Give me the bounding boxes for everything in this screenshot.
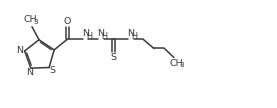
Text: H: H [101,32,107,41]
Text: N: N [127,29,134,38]
Text: 3: 3 [34,19,38,25]
Text: N: N [26,68,33,77]
Text: N: N [97,29,104,38]
Text: N: N [82,29,89,38]
Text: O: O [63,17,71,26]
Text: N: N [17,46,24,56]
Text: H: H [132,32,138,41]
Text: H: H [86,32,92,41]
Text: 3: 3 [179,62,184,68]
Text: CH: CH [23,15,37,24]
Text: S: S [110,53,116,62]
Text: CH: CH [169,59,183,68]
Text: S: S [49,66,55,75]
